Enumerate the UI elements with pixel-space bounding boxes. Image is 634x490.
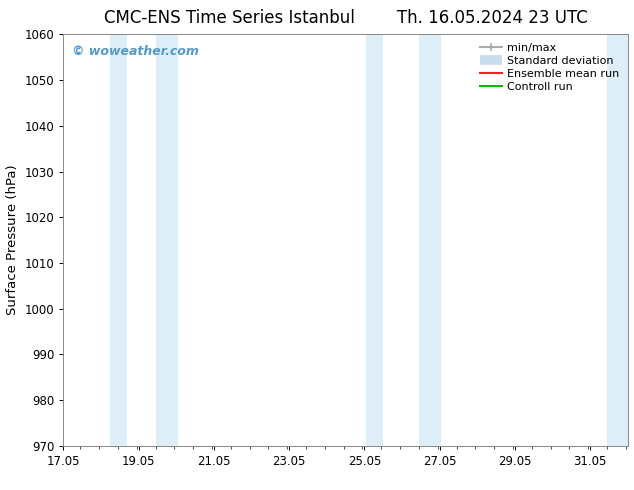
Y-axis label: Surface Pressure (hPa): Surface Pressure (hPa) xyxy=(6,165,19,316)
Title: CMC-ENS Time Series Istanbul        Th. 16.05.2024 23 UTC: CMC-ENS Time Series Istanbul Th. 16.05.2… xyxy=(103,9,588,27)
Text: © woweather.com: © woweather.com xyxy=(72,45,198,58)
Legend: min/max, Standard deviation, Ensemble mean run, Controll run: min/max, Standard deviation, Ensemble me… xyxy=(477,40,622,95)
Bar xyxy=(419,34,441,446)
Bar xyxy=(607,34,630,446)
Bar xyxy=(366,34,383,446)
Bar xyxy=(155,34,178,446)
Bar xyxy=(110,34,127,446)
